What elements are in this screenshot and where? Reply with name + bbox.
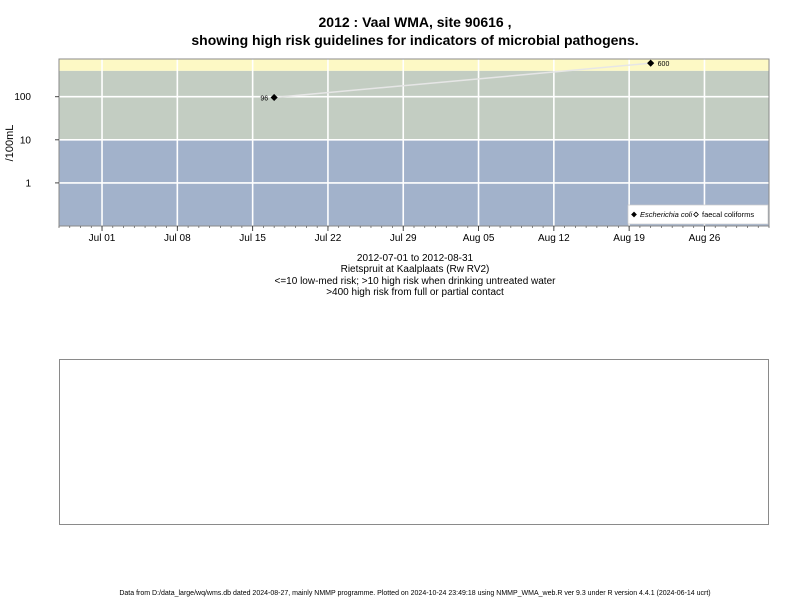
data-label: 96	[260, 95, 268, 102]
data-label: 600	[658, 61, 670, 68]
y-axis-label: /100mL	[4, 125, 16, 162]
y-tick-label: 10	[20, 135, 32, 146]
x-tick-label: Jul 08	[164, 233, 191, 244]
data-labels: 96 600	[260, 61, 669, 102]
drinking-guideline-caption: <=10 low-med risk; >10 high risk when dr…	[274, 276, 556, 287]
x-tick-label: Jul 22	[315, 233, 342, 244]
data-points	[270, 59, 655, 102]
series-lines	[274, 62, 651, 99]
data-point	[270, 93, 278, 102]
legend-label: Escherichia coli	[640, 210, 692, 219]
chart-title: 2012 : Vaal WMA, site 90616 ,	[318, 14, 512, 30]
y-tick-label: 1	[25, 178, 31, 189]
chart-subtitle: showing high risk guidelines for indicat…	[191, 32, 639, 48]
grid-lines	[59, 59, 769, 226]
date-range-caption: 2012-07-01 to 2012-08-31	[356, 253, 474, 264]
legend: Escherichia coli faecal coliforms	[627, 204, 769, 225]
x-axis: Jul 01 Jul 08 Jul 15 Jul 22 Jul 29 Aug 05 Aug …	[58, 226, 770, 244]
data-point	[647, 59, 655, 67]
legend-marker	[631, 211, 637, 218]
risk-band-2	[59, 59, 769, 71]
legend-label: faecal coliforms	[702, 210, 754, 219]
x-tick-label: Aug 05	[463, 233, 495, 244]
x-tick-label: Aug 26	[689, 233, 721, 244]
series-line	[274, 62, 651, 99]
data-source-footer: Data from D:/data_large/wq/wms.db dated …	[119, 590, 711, 597]
x-tick-label: Jul 01	[89, 233, 116, 244]
site-caption: Rietspruit at Kaalplaats (Rw RV2)	[340, 264, 490, 275]
risk-chart: 96 600 Jul 01 Jul 08 Jul 15 Jul 22 Jul 29 Aug …	[4, 58, 770, 244]
legend-marker	[693, 211, 699, 218]
contact-guideline-caption: >400 high risk from full or partial cont…	[326, 287, 504, 298]
x-tick-label: Jul 29	[390, 233, 417, 244]
x-tick-label: Jul 15	[239, 233, 266, 244]
empty-plot-panel	[59, 359, 769, 525]
x-tick-label: Aug 12	[538, 233, 570, 244]
y-axis: 1 10 100	[14, 92, 59, 189]
y-tick-label: 100	[14, 92, 31, 103]
x-tick-label: Aug 19	[613, 233, 645, 244]
risk-band-1	[59, 70, 769, 140]
